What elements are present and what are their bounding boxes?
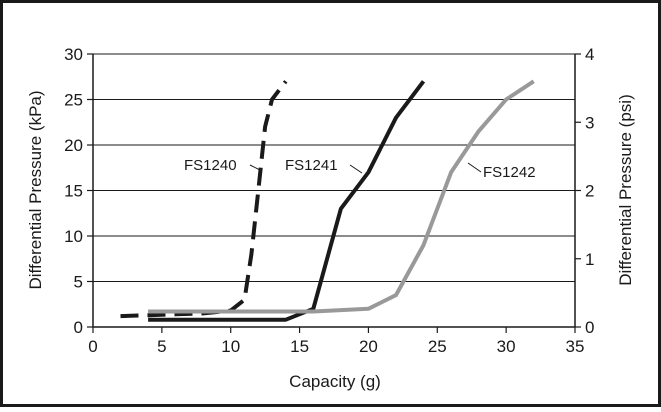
x-tick-label-4: 20 bbox=[359, 337, 378, 356]
y-tick-label-2: 10 bbox=[64, 227, 83, 246]
y-tick-label-4: 20 bbox=[64, 136, 83, 155]
y2-tick-label-0: 0 bbox=[585, 318, 594, 337]
series-label-fs1240: FS1240 bbox=[184, 157, 237, 174]
x-tick-label-3: 15 bbox=[290, 337, 309, 356]
y2-tick-label-3: 3 bbox=[585, 113, 594, 132]
axes: 0 5 10 15 20 25 30 0 1 2 3 4 0 5 10 15 20 25 30 35 bbox=[64, 45, 594, 356]
y-tick-label-0: 0 bbox=[74, 318, 83, 337]
leader-fs1240 bbox=[249, 164, 263, 172]
y2-axis-title: Differential Pressure (psi) bbox=[616, 94, 635, 285]
y2-tick-label-4: 4 bbox=[585, 45, 594, 64]
series-line-fs1242 bbox=[148, 79, 535, 314]
series-line-fs1241 bbox=[148, 80, 426, 322]
x-tick-label-6: 30 bbox=[497, 337, 516, 356]
x-tick-label-5: 25 bbox=[428, 337, 447, 356]
leader-fs1242 bbox=[467, 162, 482, 173]
series-label-fs1242: FS1242 bbox=[483, 164, 536, 181]
series-label-fs1241: FS1241 bbox=[285, 157, 338, 174]
y-tick-label-1: 5 bbox=[74, 273, 83, 292]
y-tick-label-6: 30 bbox=[64, 45, 83, 64]
y-axis-title: Differential Pressure (kPa) bbox=[26, 90, 45, 289]
series-layer bbox=[120, 79, 535, 322]
x-tick-label-0: 0 bbox=[88, 337, 97, 356]
y2-tick-label-2: 2 bbox=[585, 182, 594, 201]
x-tick-label-7: 35 bbox=[566, 337, 585, 356]
x-tick-label-2: 10 bbox=[221, 337, 240, 356]
x-tick-label-1: 5 bbox=[157, 337, 166, 356]
leader-fs1241 bbox=[349, 164, 363, 174]
series-line-fs1240 bbox=[120, 80, 288, 319]
y2-tick-label-1: 1 bbox=[585, 250, 594, 269]
y-tick-label-5: 25 bbox=[64, 91, 83, 110]
y-tick-label-3: 15 bbox=[64, 182, 83, 201]
x-axis-title: Capacity (g) bbox=[289, 372, 381, 391]
